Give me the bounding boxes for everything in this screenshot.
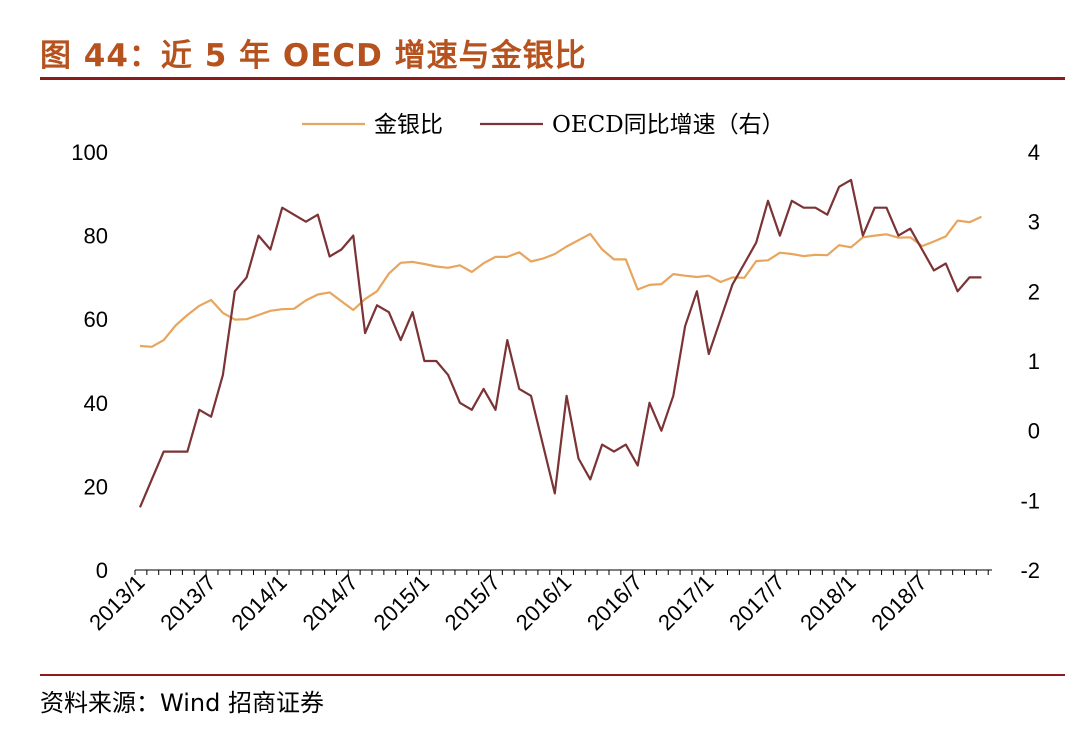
left-tick-label: 0 [96, 558, 108, 583]
x-tick-label: 2013/1 [84, 570, 149, 635]
right-tick-label: 2 [1028, 279, 1040, 304]
left-tick-label: 40 [84, 391, 108, 416]
x-tick-label: 2015/1 [369, 570, 434, 635]
series-lines [138, 178, 982, 508]
right-tick-label: 4 [1028, 140, 1040, 165]
right-axis-ticks: -2 -1 0 1 2 3 4 [1020, 140, 1040, 583]
left-tick-label: 100 [71, 140, 108, 165]
left-axis-ticks: 0 20 40 60 80 100 [71, 140, 108, 583]
x-tick-label: 2014/7 [298, 570, 363, 635]
x-tick-label: 2015/7 [440, 570, 505, 635]
right-tick-label: -2 [1020, 558, 1040, 583]
x-tick-label: 2016/7 [582, 570, 647, 635]
x-tick-label: 2017/1 [653, 570, 718, 635]
series-line-0 [139, 215, 982, 348]
x-tick-label: 2016/1 [511, 570, 576, 635]
x-tick-label: 2014/1 [226, 570, 291, 635]
right-tick-label: 1 [1028, 349, 1040, 374]
left-tick-label: 20 [84, 474, 108, 499]
right-tick-label: -1 [1020, 488, 1040, 513]
title-rule [40, 77, 1065, 80]
x-axis-ticks [134, 570, 989, 575]
x-tick-label: 2018/1 [795, 570, 860, 635]
left-tick-label: 80 [84, 224, 108, 249]
right-tick-label: 3 [1028, 210, 1040, 235]
x-axis-labels: 2013/1 2013/7 2014/1 2014/7 2015/1 2015/7 2016… [84, 570, 931, 635]
left-tick-label: 60 [84, 307, 108, 332]
series-line-1 [138, 178, 982, 508]
legend-label-0: 金银比 [374, 112, 443, 138]
x-tick-label: 2013/7 [155, 570, 220, 635]
footer-rule [40, 674, 1065, 676]
legend: 金银比 OECD同比增速（右） [302, 112, 785, 138]
legend-label-1: OECD同比增速（右） [552, 112, 785, 138]
x-tick-label: 2017/7 [724, 570, 789, 635]
figure-title: 图 44：近 5 年 OECD 增速与金银比 [40, 38, 587, 74]
right-tick-label: 0 [1028, 419, 1040, 444]
x-tick-label: 2018/7 [866, 570, 931, 635]
source-note: 资料来源：Wind 招商证券 [40, 689, 324, 717]
